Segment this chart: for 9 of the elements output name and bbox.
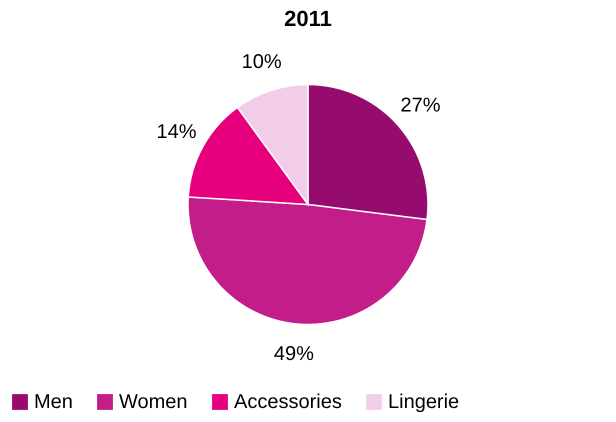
- legend-label: Lingerie: [388, 391, 460, 413]
- data-label: 27%: [400, 94, 441, 116]
- chart-title: 2011: [284, 6, 332, 31]
- legend-label: Accessories: [234, 391, 342, 413]
- legend-label: Men: [34, 391, 73, 413]
- data-label: 14%: [156, 121, 197, 144]
- data-label: 10%: [242, 50, 282, 73]
- legend-label: Women: [119, 391, 188, 413]
- data-label: 49%: [274, 342, 314, 365]
